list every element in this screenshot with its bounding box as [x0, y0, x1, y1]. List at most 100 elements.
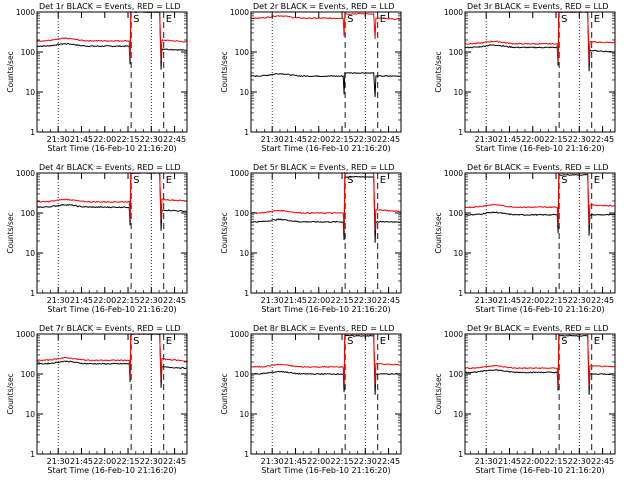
y-tick-label: 10 — [25, 88, 35, 97]
x-tick-label: 22:45 — [591, 135, 614, 144]
chart-panel-9: Det 9r BLACK = Events, RED = LLD S E 1 10 100… — [434, 324, 616, 475]
y-tick-label: 100 — [235, 48, 250, 57]
plot-frame — [250, 333, 402, 455]
plot-frame — [464, 172, 616, 294]
x-tick-label: 21:45 — [498, 296, 521, 305]
x-tick-label: 22:15 — [545, 135, 568, 144]
x-tick-label: 22:00 — [93, 457, 116, 466]
x-tick-label: 22:30 — [354, 135, 377, 144]
marker-label: E — [380, 14, 386, 25]
x-tick-label: 22:15 — [117, 296, 140, 305]
y-tick-label: 1000 — [444, 330, 463, 339]
marker-label: S — [347, 336, 353, 347]
x-axis-label: Start Time (16-Feb-10 21:16:20) — [47, 144, 176, 153]
marker-label: E — [594, 175, 600, 186]
x-tick-label: 22:00 — [521, 296, 544, 305]
marker-label: S — [561, 336, 567, 347]
x-axis-label: Start Time (16-Feb-10 21:16:20) — [475, 305, 604, 314]
plot-frame — [36, 11, 188, 133]
marker-label: S — [133, 14, 139, 25]
x-tick-label: 22:00 — [307, 135, 330, 144]
marker-label: S — [347, 175, 353, 186]
plot-frame — [250, 11, 402, 133]
x-tick-label: 22:15 — [331, 457, 354, 466]
y-axis-label: Counts/sec — [434, 373, 443, 414]
x-tick-label: 22:15 — [545, 296, 568, 305]
y-tick-label: 1000 — [444, 169, 463, 178]
x-tick-label: 22:45 — [163, 135, 186, 144]
x-axis-label: Start Time (16-Feb-10 21:16:20) — [475, 466, 604, 475]
y-tick-label: 10 — [25, 410, 35, 419]
x-tick-label: 22:15 — [545, 457, 568, 466]
marker-label: E — [594, 14, 600, 25]
x-axis-label: Start Time (16-Feb-10 21:16:20) — [261, 305, 390, 314]
chart-title: Det 2r BLACK = Events, RED = LLD — [253, 2, 395, 11]
chart-panel-3: Det 3r BLACK = Events, RED = LLD S E 1 10 100… — [434, 2, 616, 153]
x-tick-label: 21:45 — [498, 457, 521, 466]
x-tick-label: 22:00 — [307, 296, 330, 305]
y-tick-label: 10 — [453, 88, 463, 97]
marker-label: E — [166, 14, 172, 25]
x-axis-label: Start Time (16-Feb-10 21:16:20) — [475, 144, 604, 153]
plot-frame — [36, 172, 188, 294]
x-tick-label: 21:30 — [47, 135, 70, 144]
y-tick-label: 1 — [458, 128, 463, 137]
x-tick-label: 21:30 — [47, 457, 70, 466]
x-tick-label: 22:45 — [377, 296, 400, 305]
y-tick-label: 10 — [453, 410, 463, 419]
x-tick-label: 21:45 — [70, 135, 93, 144]
y-tick-label: 1 — [244, 450, 249, 459]
chart-panel-1: Det 1r BLACK = Events, RED = LLD S E 1 10 100… — [6, 2, 188, 153]
marker-label: E — [380, 336, 386, 347]
x-tick-label: 21:30 — [475, 135, 498, 144]
marker-label: E — [166, 336, 172, 347]
x-tick-label: 22:45 — [591, 296, 614, 305]
x-axis-label: Start Time (16-Feb-10 21:16:20) — [261, 466, 390, 475]
y-axis-label: Counts/sec — [220, 212, 229, 253]
x-tick-label: 22:30 — [140, 457, 163, 466]
x-tick-label: 22:00 — [521, 135, 544, 144]
y-tick-label: 100 — [21, 370, 36, 379]
plot-frame — [464, 333, 616, 455]
y-tick-label: 1000 — [444, 8, 463, 17]
chart-panel-4: Det 4r BLACK = Events, RED = LLD S E 1 10 100… — [6, 163, 188, 314]
x-tick-label: 22:15 — [331, 296, 354, 305]
x-tick-label: 22:30 — [140, 296, 163, 305]
y-tick-label: 1 — [244, 128, 249, 137]
y-axis-label: Counts/sec — [220, 373, 229, 414]
y-tick-label: 1000 — [16, 330, 35, 339]
chart-panel-7: Det 7r BLACK = Events, RED = LLD S E 1 10 100… — [6, 324, 188, 475]
chart-title: Det 3r BLACK = Events, RED = LLD — [467, 2, 609, 11]
y-tick-label: 100 — [235, 370, 250, 379]
y-tick-label: 100 — [235, 209, 250, 218]
y-tick-label: 1 — [30, 289, 35, 298]
x-tick-label: 22:15 — [331, 135, 354, 144]
x-axis-label: Start Time (16-Feb-10 21:16:20) — [261, 144, 390, 153]
y-axis-label: Counts/sec — [6, 373, 15, 414]
y-tick-label: 1000 — [230, 330, 249, 339]
y-tick-label: 10 — [453, 249, 463, 258]
y-tick-label: 100 — [449, 209, 464, 218]
plot-frame — [464, 11, 616, 133]
y-axis-label: Counts/sec — [434, 51, 443, 92]
chart-title: Det 7r BLACK = Events, RED = LLD — [39, 324, 181, 333]
x-tick-label: 22:45 — [377, 457, 400, 466]
x-tick-label: 22:30 — [568, 296, 591, 305]
x-tick-label: 22:00 — [93, 135, 116, 144]
marker-label: E — [166, 175, 172, 186]
x-axis-label: Start Time (16-Feb-10 21:16:20) — [47, 305, 176, 314]
marker-label: S — [133, 336, 139, 347]
y-tick-label: 1 — [30, 128, 35, 137]
y-tick-label: 1000 — [230, 8, 249, 17]
x-tick-label: 22:30 — [354, 457, 377, 466]
x-tick-label: 22:15 — [117, 457, 140, 466]
marker-label: E — [380, 175, 386, 186]
marker-label: S — [561, 175, 567, 186]
chart-panel-6: Det 6r BLACK = Events, RED = LLD S E 1 10 100… — [434, 163, 616, 314]
y-tick-label: 10 — [239, 88, 249, 97]
plot-frame — [250, 172, 402, 294]
y-axis-label: Counts/sec — [6, 51, 15, 92]
x-tick-label: 21:30 — [475, 296, 498, 305]
x-tick-label: 22:45 — [163, 296, 186, 305]
y-tick-label: 100 — [449, 48, 464, 57]
